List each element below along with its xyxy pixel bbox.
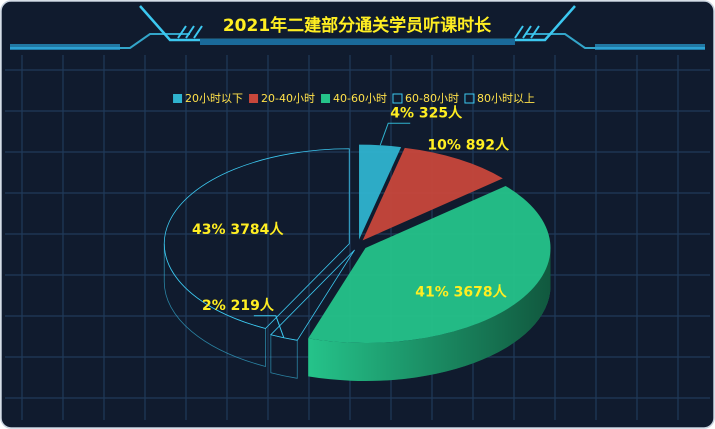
slice — [362, 147, 503, 241]
header-decoration — [10, 5, 705, 50]
legend-swatch — [392, 93, 403, 104]
legend-label: 40-60小时 — [333, 92, 387, 105]
legend-swatch — [464, 93, 475, 104]
value-label: 4% 325人 — [390, 104, 463, 121]
legend-label: 20-40小时 — [261, 92, 315, 105]
slice-side-shade — [308, 247, 551, 381]
legend-label: 20小时以下 — [185, 92, 243, 105]
slice — [163, 148, 350, 329]
legend-label: 60-80小时 — [405, 92, 459, 105]
slice — [308, 185, 551, 343]
pie: 4% 325人 10% 892人 41% 3678人 2% 219人 43% 3784人 — [163, 104, 551, 381]
legend-swatch — [173, 94, 183, 103]
chart-title: 2021年二建部分通关学员听课时长 — [223, 15, 492, 36]
leader-line — [379, 122, 411, 146]
legend-swatch — [321, 94, 331, 103]
legend-swatch — [249, 94, 259, 103]
slice — [359, 144, 402, 240]
value-label: 43% 3784人 — [192, 221, 284, 238]
leader-line — [253, 315, 285, 338]
legend: 20小时以下 20-40小时 40-60小时 60-80小时 80小时以上 — [173, 92, 535, 105]
value-label: 41% 3678人 — [415, 284, 507, 301]
value-label: 2% 219人 — [202, 297, 275, 314]
value-label: 10% 892人 — [427, 137, 510, 154]
legend-label: 80小时以上 — [477, 92, 535, 105]
